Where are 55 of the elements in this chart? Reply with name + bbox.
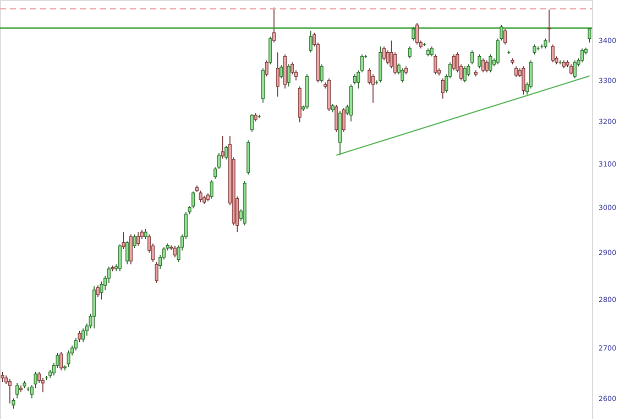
candlestick	[132, 234, 136, 249]
candlestick	[320, 64, 324, 83]
candlestick	[452, 54, 456, 71]
candlestick	[224, 145, 228, 160]
candlestick	[434, 54, 438, 75]
candlestick	[144, 228, 148, 240]
candlestick	[569, 64, 573, 75]
candlestick	[198, 190, 202, 203]
candlestick	[210, 180, 214, 200]
candlestick	[0, 371, 4, 383]
candlestick	[400, 68, 404, 83]
candlestick	[485, 60, 489, 73]
candlestick	[470, 50, 474, 65]
candlestick	[430, 46, 434, 57]
candlestick	[96, 284, 100, 298]
candlestick	[481, 58, 485, 73]
candlestick	[478, 54, 482, 69]
candlestick	[276, 52, 280, 98]
candlestick	[580, 48, 584, 63]
candlestick	[342, 108, 346, 132]
candlestick	[503, 28, 507, 45]
candlestick	[514, 66, 518, 78]
candlestick	[544, 38, 548, 49]
candlestick	[547, 9, 551, 44]
candlestick	[81, 328, 85, 343]
candlestick	[286, 64, 290, 87]
candlestick	[15, 382, 19, 399]
candlestick	[308, 30, 312, 53]
candlestick	[250, 113, 254, 132]
candlestick	[412, 26, 416, 42]
candlestick	[12, 398, 16, 410]
candlestick	[441, 78, 444, 100]
candlestick	[173, 245, 177, 258]
candlestick	[280, 64, 284, 79]
candlestick	[268, 36, 272, 65]
candlestick	[122, 232, 126, 250]
candlestick	[220, 136, 224, 160]
candlestick	[463, 66, 466, 83]
candlestick	[551, 44, 555, 63]
candlestick	[118, 244, 122, 272]
candlestick	[415, 22, 419, 45]
candlestick	[78, 330, 82, 343]
candlestick	[386, 50, 390, 65]
candlestick	[154, 261, 158, 284]
candlestick	[408, 46, 412, 59]
candlestick	[59, 351, 63, 371]
candlestick	[8, 378, 12, 404]
candlestick	[573, 60, 577, 79]
candlestick	[334, 104, 338, 132]
candlestick	[136, 232, 140, 246]
candlestick	[126, 240, 129, 265]
candlestick	[382, 46, 386, 61]
candlestick	[352, 74, 356, 85]
candlestick	[488, 54, 492, 73]
candlestick	[264, 60, 268, 77]
